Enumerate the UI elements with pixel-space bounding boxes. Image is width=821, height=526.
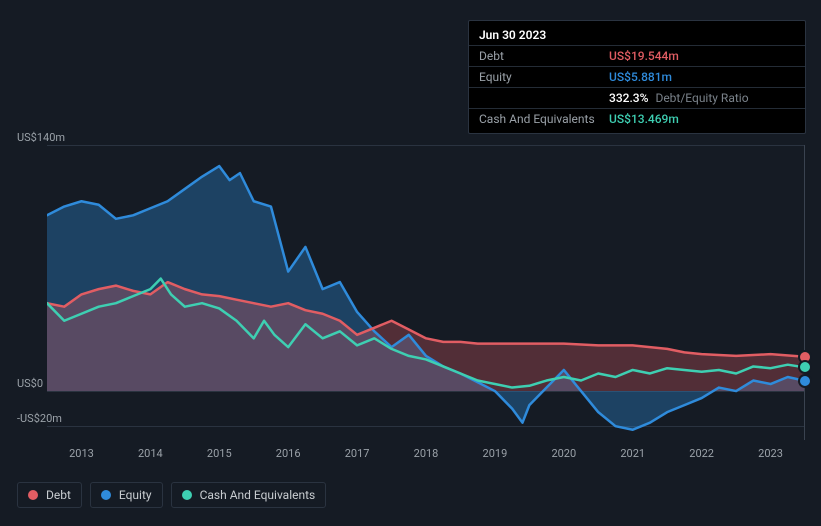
- tooltip-value-cash: US$13.469m: [609, 111, 679, 127]
- x-tick-label: 2016: [276, 447, 301, 460]
- tooltip-label-debt: Debt: [479, 48, 609, 64]
- x-tick-label: 2023: [758, 447, 783, 460]
- legend: Debt Equity Cash And Equivalents: [17, 482, 326, 508]
- y-tick-label: US$0: [17, 377, 43, 390]
- tooltip-suffix-ratio: Debt/Equity Ratio: [655, 91, 748, 105]
- x-tick-label: 2022: [689, 447, 714, 460]
- legend-label: Cash And Equivalents: [200, 488, 316, 502]
- tooltip-value-ratio: 332.3%: [609, 91, 648, 105]
- x-tick-label: 2020: [551, 447, 576, 460]
- legend-item[interactable]: Cash And Equivalents: [171, 482, 327, 508]
- x-tick-label: 2019: [483, 447, 508, 460]
- y-tick-label: US$140m: [17, 131, 65, 144]
- tooltip-label-ratio: [479, 90, 609, 106]
- hover-dot-equity: [798, 374, 812, 388]
- hover-tooltip: Jun 30 2023 Debt US$19.544m Equity US$5.…: [468, 20, 806, 134]
- legend-swatch: [182, 490, 192, 500]
- x-tick-label: 2013: [69, 447, 94, 460]
- x-tick-label: 2014: [138, 447, 163, 460]
- legend-label: Debt: [46, 488, 71, 502]
- x-tick-label: 2018: [414, 447, 439, 460]
- chart-plot-area[interactable]: [47, 145, 805, 435]
- x-tick-label: 2021: [620, 447, 645, 460]
- tooltip-value-equity: US$5.881m: [609, 69, 672, 85]
- tooltip-value-debt: US$19.544m: [609, 48, 679, 64]
- legend-item[interactable]: Equity: [90, 482, 163, 508]
- chart-svg: [47, 145, 805, 435]
- series-area-debt: [47, 282, 805, 391]
- legend-item[interactable]: Debt: [17, 482, 82, 508]
- tooltip-label-equity: Equity: [479, 69, 609, 85]
- legend-swatch: [101, 490, 111, 500]
- x-tick-label: 2015: [207, 447, 232, 460]
- tooltip-label-cash: Cash And Equivalents: [479, 111, 609, 127]
- tooltip-date: Jun 30 2023: [479, 27, 546, 43]
- legend-label: Equity: [119, 488, 152, 502]
- hover-guideline: [804, 145, 805, 440]
- legend-swatch: [28, 490, 38, 500]
- hover-dot-cash: [798, 360, 812, 374]
- x-tick-label: 2017: [345, 447, 370, 460]
